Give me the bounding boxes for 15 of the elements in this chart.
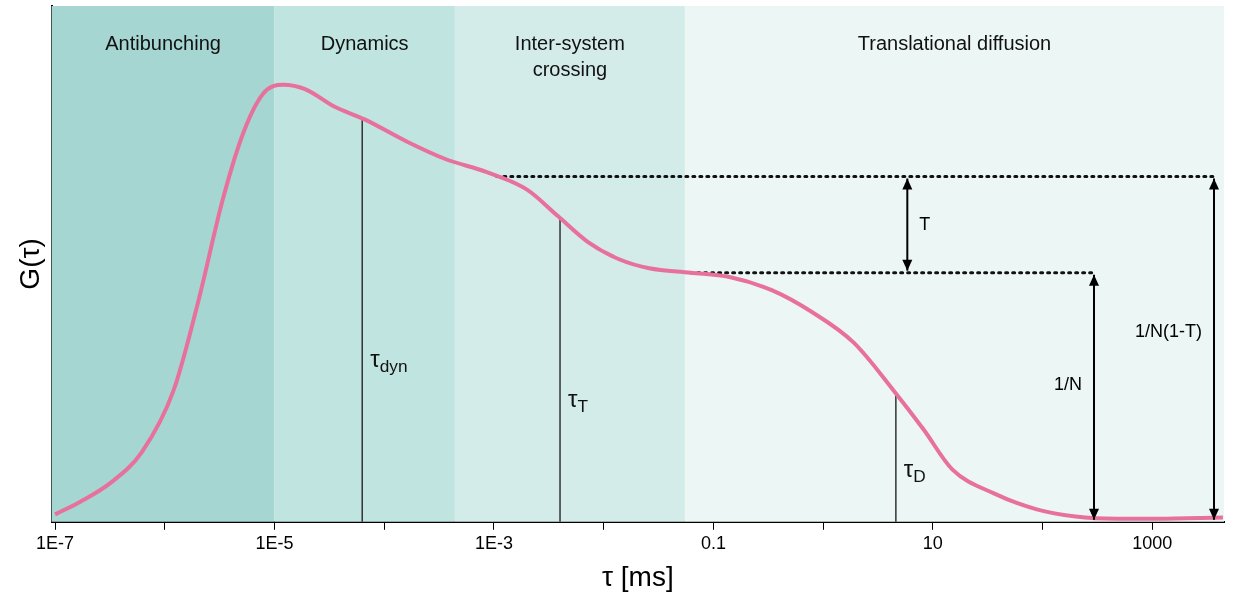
x-tick-label: 1E-3 [474,532,513,553]
x-tick-label: 10 [922,532,943,553]
band-label: Dynamics [320,31,409,54]
x-axis-title: τ [ms] [601,560,674,592]
x-tick-label: 1E-5 [255,532,294,553]
annotation: 1/N [1053,373,1082,394]
x-tick-label: 1E-7 [36,532,75,553]
band-label: Antibunching [105,31,221,54]
annotation: 1/N(1-T) [1135,320,1202,341]
x-tick-label: 1000 [1132,532,1173,553]
y-axis-title: G(τ) [13,238,45,290]
band-label: Translational diffusion [857,31,1052,54]
annotation: T [919,213,931,234]
band-label: Inter-system crossing [514,31,625,80]
x-tick-label: 0.1 [700,532,726,553]
